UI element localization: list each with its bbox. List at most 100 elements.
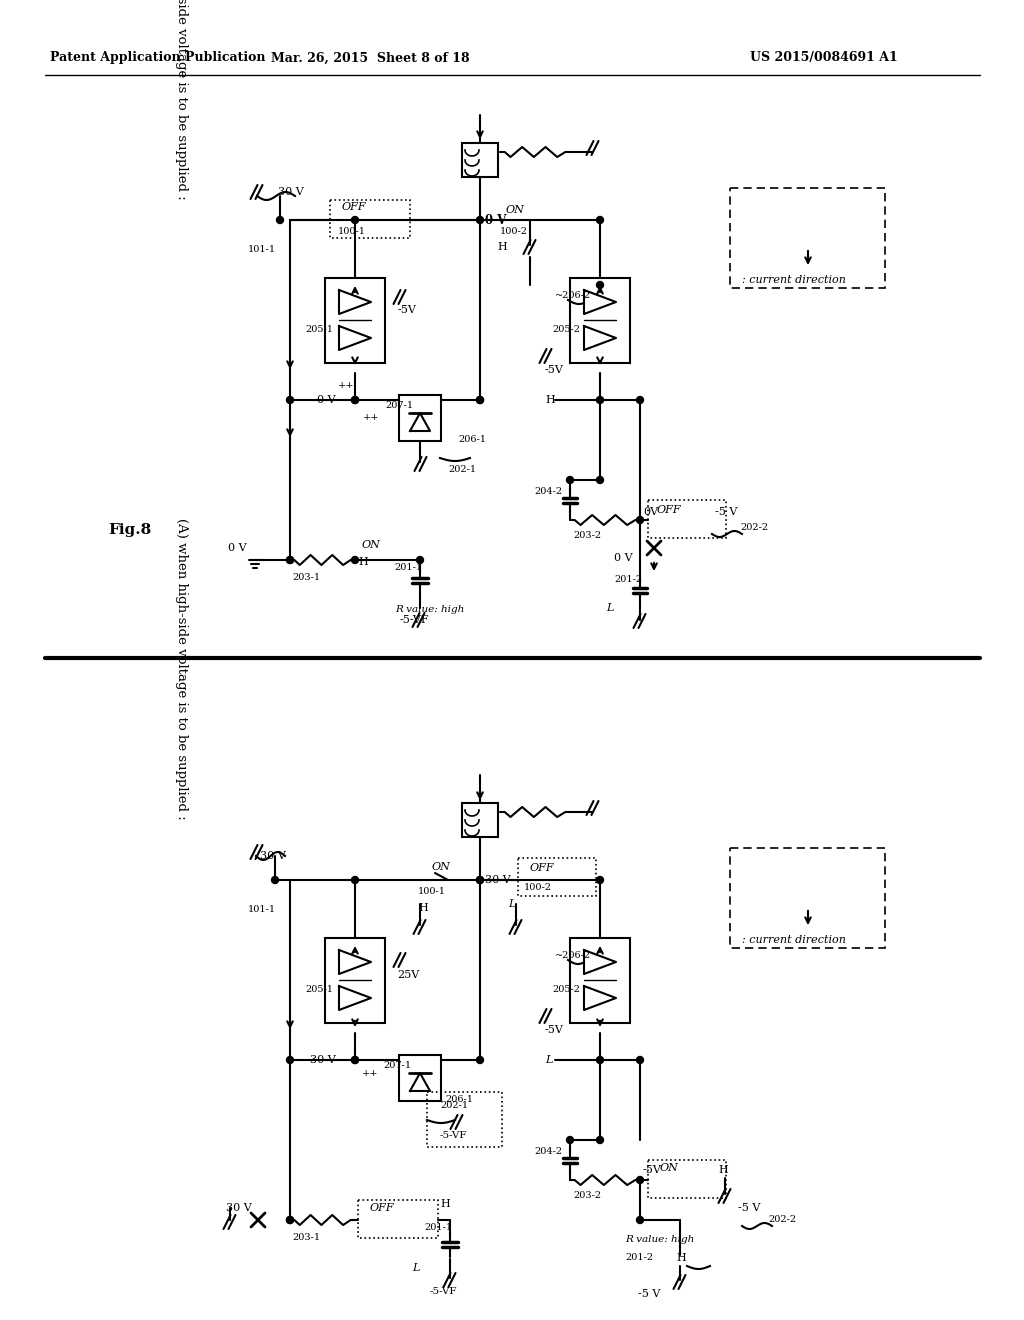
Text: -5V: -5V <box>545 366 564 375</box>
Text: 0 V: 0 V <box>485 214 507 227</box>
Text: 207-1: 207-1 <box>383 1060 411 1069</box>
Text: 205-1: 205-1 <box>305 326 333 334</box>
Text: 206-1: 206-1 <box>445 1096 473 1105</box>
Text: ON: ON <box>660 1163 679 1173</box>
Text: 205-2: 205-2 <box>552 326 580 334</box>
Bar <box>570 277 630 363</box>
Text: Mar. 26, 2015  Sheet 8 of 18: Mar. 26, 2015 Sheet 8 of 18 <box>270 51 469 65</box>
Text: (B) when low-side voltage is to be supplied :: (B) when low-side voltage is to be suppl… <box>175 0 188 201</box>
Circle shape <box>476 216 483 223</box>
Text: 30 V: 30 V <box>485 875 511 884</box>
Text: 207-1: 207-1 <box>385 400 413 409</box>
Polygon shape <box>584 326 616 350</box>
Text: R value: high: R value: high <box>625 1236 694 1245</box>
Text: 0V: 0V <box>643 507 658 517</box>
Text: 203-2: 203-2 <box>573 1192 601 1200</box>
Text: 30 V: 30 V <box>310 1055 336 1065</box>
Text: -5 V: -5 V <box>638 1290 660 1299</box>
Text: ON: ON <box>362 540 381 550</box>
Text: 30 V: 30 V <box>278 187 304 197</box>
Circle shape <box>637 1056 643 1064</box>
Text: R value: high: R value: high <box>395 606 464 615</box>
Text: 204-2: 204-2 <box>534 1147 562 1156</box>
Text: ++: ++ <box>362 1068 379 1077</box>
Text: 201-1: 201-1 <box>424 1222 453 1232</box>
Text: OFF: OFF <box>342 202 367 213</box>
Circle shape <box>597 216 603 223</box>
Text: 201-1: 201-1 <box>394 562 422 572</box>
Polygon shape <box>584 950 616 974</box>
Circle shape <box>287 396 294 404</box>
Bar <box>730 847 885 948</box>
Text: 100-2: 100-2 <box>500 227 528 236</box>
Text: H: H <box>497 242 507 252</box>
Bar <box>358 1200 438 1238</box>
Text: -5V: -5V <box>545 1026 564 1035</box>
Text: ON: ON <box>506 205 525 215</box>
Bar <box>325 277 385 363</box>
Bar <box>648 500 726 539</box>
Text: 202-2: 202-2 <box>740 524 768 532</box>
Bar <box>427 1092 502 1147</box>
Text: 25V: 25V <box>397 970 419 979</box>
Text: -5-VF: -5-VF <box>440 1130 468 1139</box>
Circle shape <box>287 557 294 564</box>
Text: 206-1: 206-1 <box>458 436 486 445</box>
Text: -5V: -5V <box>398 305 417 315</box>
Circle shape <box>597 396 603 404</box>
Bar <box>518 858 596 896</box>
Text: : current direction: : current direction <box>742 275 846 285</box>
Text: Patent Application Publication: Patent Application Publication <box>50 51 265 65</box>
Text: 0 V: 0 V <box>228 543 247 553</box>
Circle shape <box>351 1056 358 1064</box>
Circle shape <box>637 1217 643 1224</box>
Text: ++: ++ <box>338 380 354 389</box>
Circle shape <box>287 557 294 564</box>
Circle shape <box>476 876 483 883</box>
Text: 30 V: 30 V <box>260 851 286 861</box>
Text: : current direction: : current direction <box>742 935 846 945</box>
Circle shape <box>351 876 358 883</box>
Text: 202-1: 202-1 <box>440 1101 468 1110</box>
Text: ON: ON <box>432 862 451 873</box>
Text: OFF: OFF <box>530 863 555 873</box>
Text: 0 V: 0 V <box>317 395 336 405</box>
Circle shape <box>476 396 483 404</box>
Text: L: L <box>606 603 613 612</box>
Text: ++: ++ <box>362 413 380 422</box>
Text: 100-1: 100-1 <box>418 887 446 896</box>
Text: 100-2: 100-2 <box>524 883 552 892</box>
Text: Fig.8: Fig.8 <box>108 523 152 537</box>
Text: H: H <box>358 557 368 568</box>
Text: 203-2: 203-2 <box>573 532 601 540</box>
Circle shape <box>417 557 424 564</box>
Text: 101-1: 101-1 <box>248 246 276 255</box>
Circle shape <box>566 1137 573 1143</box>
Text: ~206-2: ~206-2 <box>555 952 591 961</box>
Text: 30 V: 30 V <box>226 1203 252 1213</box>
Bar <box>462 803 498 837</box>
Text: H: H <box>545 395 555 405</box>
Circle shape <box>276 216 284 223</box>
Text: H: H <box>418 903 428 913</box>
Text: 202-2: 202-2 <box>768 1216 796 1225</box>
Text: US 2015/0084691 A1: US 2015/0084691 A1 <box>750 51 898 65</box>
Text: 203-1: 203-1 <box>292 573 321 582</box>
Text: 0 V: 0 V <box>614 553 633 564</box>
Bar <box>462 143 498 177</box>
Polygon shape <box>339 986 371 1010</box>
Circle shape <box>597 1137 603 1143</box>
Circle shape <box>351 216 358 223</box>
Bar <box>325 937 385 1023</box>
Text: ~206-2: ~206-2 <box>555 292 591 301</box>
Text: 205-2: 205-2 <box>552 986 580 994</box>
Circle shape <box>476 1056 483 1064</box>
Circle shape <box>637 1176 643 1184</box>
Circle shape <box>597 281 603 289</box>
Text: -5V: -5V <box>643 1166 662 1175</box>
Text: L: L <box>412 1263 420 1272</box>
Text: -5-VF: -5-VF <box>400 615 430 624</box>
Text: 203-1: 203-1 <box>292 1233 321 1242</box>
Circle shape <box>351 396 358 404</box>
Text: 201-2: 201-2 <box>625 1254 653 1262</box>
